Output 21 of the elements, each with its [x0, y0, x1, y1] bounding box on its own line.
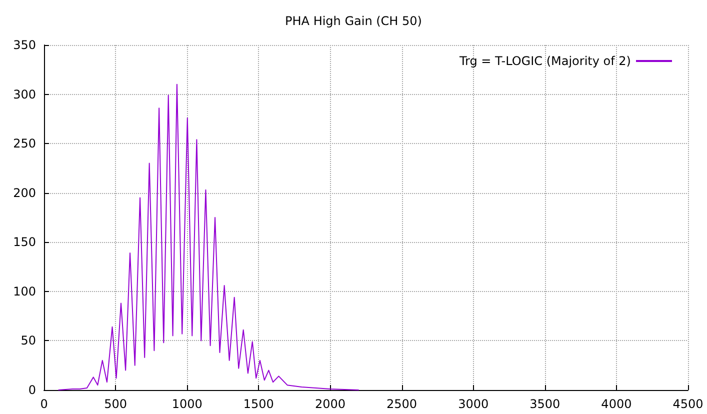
- x-tick-label: 1500: [243, 397, 274, 411]
- x-tick-label: 1000: [172, 397, 202, 411]
- y-tick-label: 150: [13, 235, 36, 250]
- x-tick-label: 2500: [386, 397, 418, 411]
- x-tick-label: 2000: [314, 397, 346, 411]
- x-tick-label: 3000: [458, 397, 489, 411]
- y-tick-label: 350: [13, 38, 36, 52]
- y-tick-label: 300: [13, 87, 36, 102]
- chart-title: PHA High Gain (CH 50): [285, 14, 422, 28]
- y-tick-label: 50: [20, 334, 36, 348]
- x-tick-label: 3500: [530, 397, 560, 411]
- x-tick-label: 0: [40, 397, 48, 411]
- y-tick-label: 100: [13, 284, 36, 298]
- x-tick-label: 500: [104, 397, 128, 411]
- x-tick-label: 4000: [601, 397, 632, 411]
- y-tick-label: 0: [28, 383, 36, 397]
- line-series: [58, 84, 360, 390]
- x-tick-label: 4500: [672, 397, 704, 411]
- legend-label: Trg = T-LOGIC (Majority of 2): [458, 54, 631, 68]
- y-tick-label: 250: [13, 136, 36, 151]
- y-tick-label: 200: [13, 186, 36, 200]
